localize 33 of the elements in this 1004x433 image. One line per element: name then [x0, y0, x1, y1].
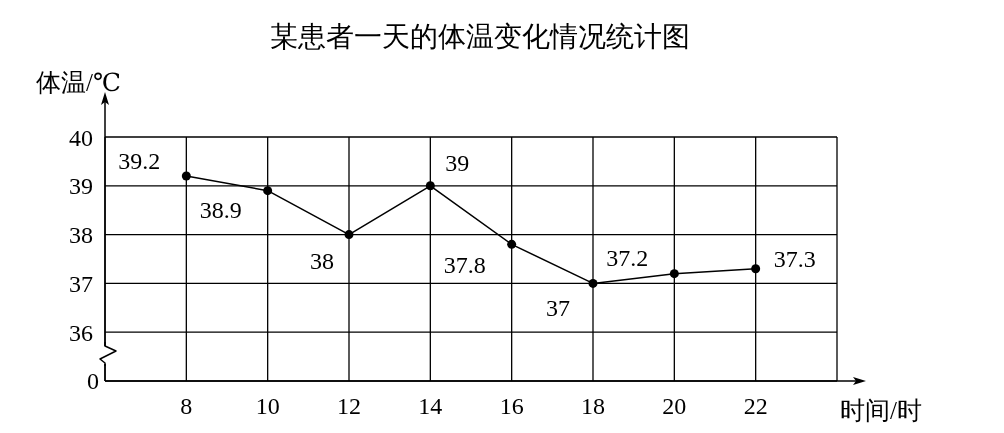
- data-label: 38.9: [199, 196, 242, 223]
- chart-title: 某患者一天的体温变化情况统计图: [269, 20, 691, 54]
- point: [263, 186, 273, 196]
- y-tick-label: 39: [69, 173, 93, 200]
- data-label: 37.2: [606, 244, 649, 271]
- x-tick-label: 18: [581, 393, 605, 420]
- point: [425, 181, 435, 191]
- x-tick-label: 16: [499, 393, 524, 420]
- data-label: 37.3: [773, 245, 816, 272]
- data-label: 39: [445, 149, 470, 176]
- x-axis-title: 时间/时: [840, 396, 922, 426]
- point: [507, 239, 517, 249]
- point: [344, 230, 354, 240]
- text: 0: [86, 367, 99, 395]
- y-tick-label: 38: [69, 222, 93, 249]
- point: [751, 264, 761, 274]
- x-tick-label: 8: [180, 393, 193, 420]
- x-tick-label: 22: [743, 393, 768, 420]
- data-label: 39.2: [118, 148, 161, 175]
- data-label: 37.8: [443, 252, 486, 279]
- x-tick-label: 10: [255, 393, 280, 420]
- x-tick-label: 14: [418, 393, 443, 420]
- y-axis-title: 体温/℃: [36, 68, 121, 98]
- point: [181, 171, 191, 181]
- point: [669, 269, 679, 279]
- x-tick-label: 20: [662, 393, 687, 420]
- x-tick-label: 12: [337, 393, 361, 420]
- y-tick-label: 37: [69, 270, 93, 297]
- y-tick-label: 36: [69, 319, 93, 346]
- data-label: 38: [310, 247, 334, 274]
- point: [588, 278, 598, 288]
- y-tick-label: 40: [69, 124, 93, 151]
- data-label: 37: [546, 295, 570, 322]
